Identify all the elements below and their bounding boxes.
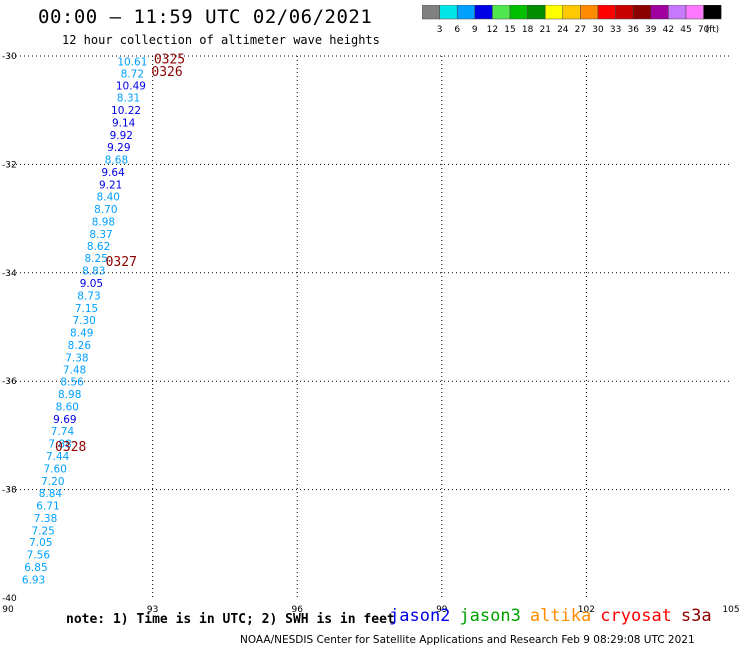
wave-height-label: 8.70 (94, 204, 117, 216)
wave-height-label: 6.85 (24, 562, 47, 574)
wave-height-label: 10.22 (111, 105, 141, 117)
wave-height-label: 7.05 (29, 537, 52, 549)
legend-tick-label: 6 (454, 25, 460, 35)
wave-height-label: 8.98 (92, 216, 115, 228)
y-tick-label: -36 (2, 377, 17, 387)
x-tick-label: 105 (722, 605, 739, 615)
legend-tick-label: 33 (610, 25, 621, 35)
wave-height-label: 9.21 (99, 179, 122, 191)
y-tick-label: -40 (2, 594, 17, 604)
legend-tick-label: 12 (487, 25, 498, 35)
wave-height-label: 7.38 (34, 513, 57, 525)
wave-height-label: 7.30 (72, 315, 95, 327)
wave-height-label: 8.26 (68, 340, 92, 352)
legend-tick-label: 3 (437, 25, 443, 35)
y-tick-label: -34 (2, 269, 17, 279)
pass-time-label: 0328 (55, 440, 86, 455)
satellite-altika-label: altika (529, 606, 592, 626)
wave-height-label: 9.05 (80, 278, 103, 290)
legend-tick-label: 45 (680, 25, 691, 35)
wave-height-label: 6.71 (36, 500, 59, 512)
satellite-jason3-label: jason3 (459, 606, 521, 626)
satellite-s3a-label: s3a (680, 606, 712, 626)
wave-height-label: 9.92 (110, 130, 133, 142)
footer-credit: NOAA/NESDIS Center for Satellite Applica… (240, 634, 695, 646)
wave-height-label: 8.37 (89, 229, 112, 241)
wave-height-label: 8.72 (121, 68, 144, 80)
x-tick-label: 96 (291, 605, 303, 615)
wave-height-label: 7.15 (75, 303, 98, 315)
y-tick-label: -32 (2, 160, 17, 170)
wave-height-label: 10.49 (116, 80, 146, 92)
wave-height-label: 7.44 (46, 451, 70, 463)
wave-height-label: 7.74 (51, 426, 75, 438)
wave-height-label: 7.20 (41, 476, 64, 488)
chart-title: 00:00 – 11:59 UTC 02/06/2021 (38, 6, 373, 28)
wave-height-label: 8.49 (70, 327, 93, 339)
x-tick-label: 90 (2, 605, 14, 615)
legend-tick-label: 21 (539, 25, 550, 35)
wave-height-label: 8.73 (77, 291, 100, 303)
pass-time-label: 0325 (154, 53, 185, 68)
wave-height-label: 7.60 (44, 463, 67, 475)
wave-height-label: 7.38 (65, 352, 88, 364)
legend-unit-label: (ft) (706, 25, 720, 35)
wave-height-label: 8.84 (39, 488, 63, 500)
wave-height-label: 7.88 (48, 439, 71, 451)
legend-tick-label: 27 (575, 25, 586, 35)
legend-tick-label: 9 (472, 25, 478, 35)
wave-height-label: 7.25 (31, 525, 54, 537)
legend-tick-label: 70 (698, 25, 710, 35)
legend-tick-label: 15 (504, 25, 515, 35)
chart-subtitle: 12 hour collection of altimeter wave hei… (62, 33, 380, 47)
wave-height-label: 8.31 (117, 93, 140, 105)
wave-height-label: 8.56 (60, 377, 84, 389)
footer-note: note: 1) Time is in UTC; 2) SWH is in fe… (66, 612, 395, 627)
wave-height-label: 8.68 (105, 155, 128, 167)
y-tick-label: -30 (2, 52, 17, 62)
legend-tick-label: 36 (627, 25, 639, 35)
wave-height-label: 8.25 (85, 253, 108, 265)
legend-swatch (703, 5, 722, 20)
legend-tick-label: 24 (557, 25, 569, 35)
pass-time-label: 0326 (151, 65, 182, 80)
satellite-jason2-label: jason2 (389, 606, 451, 626)
color-scale-legend: 3 6 9 12 15 18 21 24 27 30 33 36 39 42 45 70(ft) (422, 5, 722, 35)
legend-tick-label: 39 (645, 25, 657, 35)
wave-height-label: 8.98 (58, 389, 81, 401)
wave-height-label: 8.62 (87, 241, 110, 253)
legend-tick-label: 18 (522, 25, 534, 35)
wave-height-label: 8.40 (97, 191, 120, 203)
x-tick-label: 102 (578, 605, 595, 615)
wave-height-label: 10.61 (117, 56, 147, 68)
wave-height-label: 7.48 (63, 364, 86, 376)
wave-height-label: 6.93 (22, 575, 45, 587)
wave-height-label: 7.56 (27, 550, 51, 562)
wave-height-label: 8.60 (56, 402, 79, 414)
wave-height-label: 9.69 (53, 414, 76, 426)
x-tick-label: 99 (436, 605, 448, 615)
y-tick-label: -38 (2, 486, 17, 496)
legend-tick-label: 42 (663, 25, 674, 35)
x-tick-label: 93 (147, 605, 158, 615)
wave-height-label: 9.14 (112, 118, 136, 130)
legend-tick-label: 30 (592, 25, 604, 35)
pass-time-label: 0327 (106, 255, 137, 270)
satellite-cryosat-label: cryosat (600, 606, 672, 626)
wave-height-label: 9.64 (101, 167, 125, 179)
wave-height-label: 8.83 (82, 266, 105, 278)
satellite-legend: jason2 jason3 altika cryosat s3a (389, 606, 721, 626)
wave-height-label: 9.29 (107, 142, 130, 154)
